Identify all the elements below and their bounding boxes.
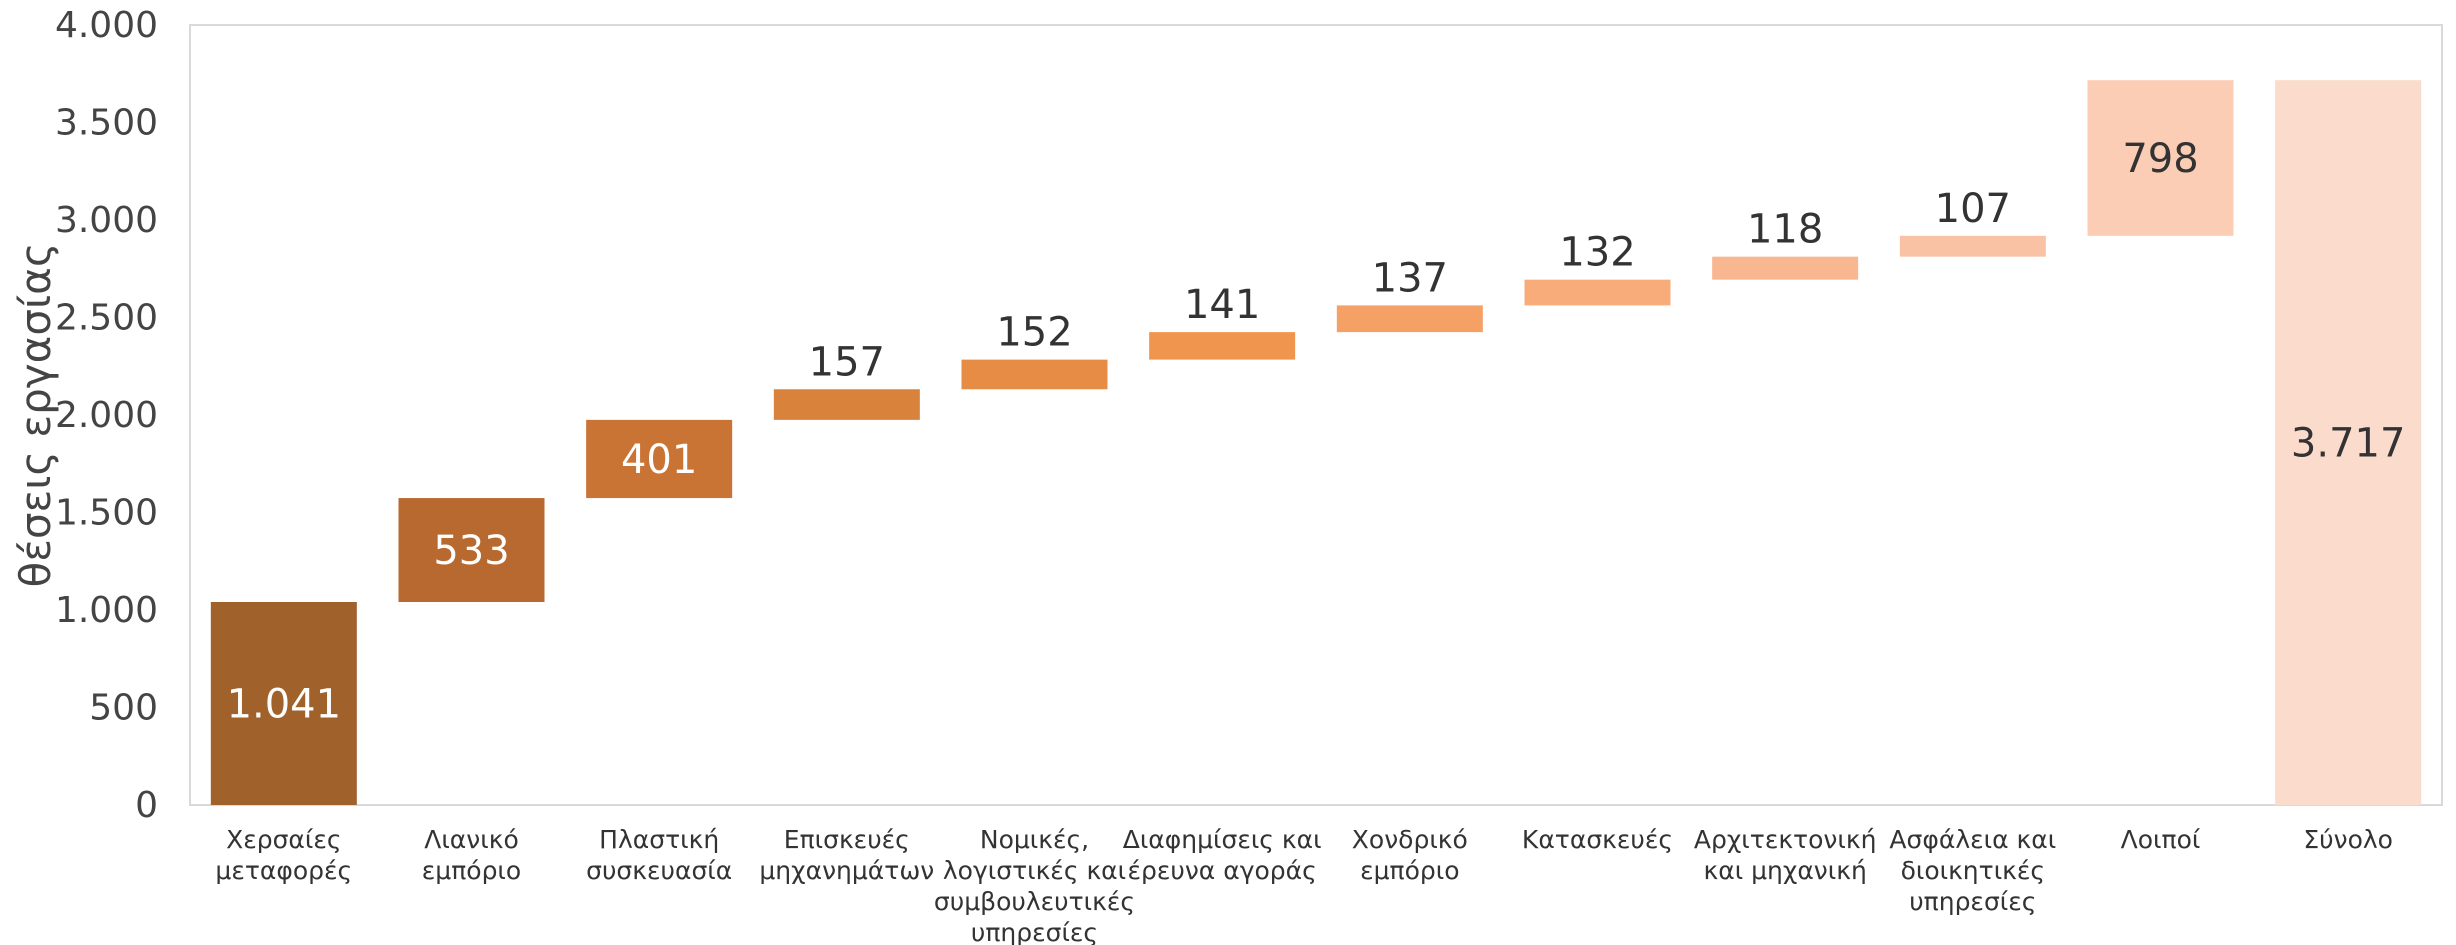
y-axis-label: θέσεις εργασίας bbox=[11, 242, 60, 587]
category-label: Λιανικό bbox=[424, 825, 519, 854]
y-axis-ticks: 0 500 1.000 1.500 2.000 2.500 3.000 3.500 4.000 bbox=[55, 5, 158, 826]
bars-group bbox=[210, 80, 2422, 805]
bar bbox=[586, 419, 733, 499]
category-label: εμπόριο bbox=[1360, 856, 1459, 885]
bar-value-label: 533 bbox=[433, 528, 509, 574]
y-tick-label: 3.000 bbox=[55, 200, 158, 241]
category-label: έρευνα αγοράς bbox=[1127, 856, 1316, 885]
bar-value-label: 401 bbox=[621, 437, 697, 483]
category-label: διοικητικές bbox=[1901, 856, 2046, 885]
bar bbox=[2087, 80, 2234, 236]
bar bbox=[210, 602, 357, 805]
category-label: υπηρεσίες bbox=[971, 918, 1098, 945]
bar bbox=[1524, 279, 1671, 306]
bar bbox=[1712, 256, 1859, 280]
category-label: μεταφορές bbox=[215, 856, 352, 885]
category-label: Χονδρικό bbox=[1352, 825, 1468, 854]
bar-value-label: 1.041 bbox=[227, 682, 342, 728]
y-tick-label: 4.000 bbox=[55, 5, 158, 46]
category-label: συσκευασία bbox=[586, 856, 732, 885]
category-label: μηχανημάτων bbox=[759, 856, 934, 885]
y-tick-label: 1.000 bbox=[55, 590, 158, 631]
y-tick-label: 1.500 bbox=[55, 493, 158, 534]
plot-area bbox=[189, 24, 2443, 806]
category-label: εμπόριο bbox=[422, 856, 521, 885]
value-labels-group: 1.041 533 401 157 152 141 137 132 118 107 798 3.717 bbox=[227, 136, 2406, 728]
category-label: και μηχανική bbox=[1704, 856, 1867, 885]
category-label: Κατασκευές bbox=[1522, 825, 1673, 854]
category-labels-group: ΧερσαίεςμεταφορέςΛιανικόεμπόριοΠλαστικήσ… bbox=[215, 825, 2393, 945]
category-label: Λοιποί bbox=[2121, 825, 2201, 854]
bar bbox=[2275, 80, 2422, 805]
bar bbox=[398, 498, 545, 603]
category-label: Ασφάλεια και bbox=[1889, 825, 2056, 854]
category-label: Σύνολο bbox=[2303, 825, 2393, 854]
category-label: Νομικές, bbox=[980, 825, 1089, 854]
category-label: Διαφημίσεις και bbox=[1123, 825, 1322, 854]
bar-value-label: 157 bbox=[809, 339, 885, 385]
bar-value-label: 3.717 bbox=[2291, 421, 2406, 467]
bar-value-label: 152 bbox=[996, 310, 1072, 356]
y-tick-label: 2.500 bbox=[55, 298, 158, 339]
y-tick-label: 2.000 bbox=[55, 395, 158, 436]
bar bbox=[1149, 332, 1296, 360]
bar-value-label: 137 bbox=[1372, 255, 1448, 301]
bar bbox=[1899, 235, 2046, 257]
y-tick-label: 3.500 bbox=[55, 103, 158, 144]
bar bbox=[961, 359, 1108, 390]
bar-value-label: 798 bbox=[2122, 136, 2198, 182]
y-tick-label: 0 bbox=[135, 785, 158, 826]
bar bbox=[1336, 305, 1483, 333]
category-label: Αρχιτεκτονική bbox=[1694, 825, 1877, 854]
bar-value-label: 107 bbox=[1935, 186, 2011, 232]
category-label: υπηρεσίες bbox=[1909, 887, 2036, 916]
bar-value-label: 141 bbox=[1184, 282, 1260, 328]
y-tick-label: 500 bbox=[89, 688, 158, 729]
category-label: Χερσαίες bbox=[226, 825, 341, 854]
bar bbox=[773, 389, 920, 420]
category-label: Επισκευές bbox=[784, 825, 910, 854]
category-label: συμβουλευτικές bbox=[934, 887, 1135, 916]
bar-value-label: 132 bbox=[1559, 230, 1635, 276]
category-label: λογιστικές και bbox=[943, 856, 1126, 885]
bar-value-label: 118 bbox=[1747, 207, 1823, 253]
category-label: Πλαστική bbox=[599, 825, 719, 854]
